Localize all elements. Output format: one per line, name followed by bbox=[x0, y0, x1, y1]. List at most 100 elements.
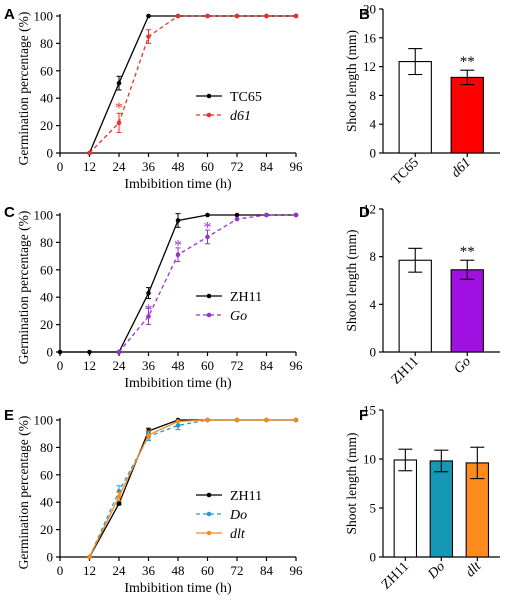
x-tick-label: 48 bbox=[172, 358, 185, 373]
panel-B: 0 4 8 12 16 20 Shoot length (mm) TC65 d61 ** B bbox=[344, 2, 500, 188]
x-tick-label: ZH11 bbox=[389, 354, 422, 387]
data-point bbox=[264, 212, 269, 218]
x-tick-label: 24 bbox=[113, 358, 127, 373]
y-tick-label: 0 bbox=[47, 345, 54, 360]
bar bbox=[398, 259, 432, 353]
data-point bbox=[87, 150, 92, 156]
y-axis-label: Germination percentage (%) bbox=[16, 211, 31, 365]
y-axis-label: Shoot length (mm) bbox=[344, 30, 359, 132]
data-point bbox=[146, 290, 151, 296]
x-tick-label: 96 bbox=[290, 563, 304, 578]
data-point bbox=[293, 417, 299, 423]
x-tick-label: 72 bbox=[231, 358, 244, 373]
data-point bbox=[87, 554, 92, 560]
data-point bbox=[234, 417, 240, 423]
legend-marker bbox=[206, 511, 212, 517]
x-tick-label: 84 bbox=[260, 159, 274, 174]
y-tick-label: 0 bbox=[370, 146, 377, 161]
data-point bbox=[175, 423, 181, 428]
panel-label: C bbox=[4, 204, 15, 221]
x-tick-label: 0 bbox=[57, 563, 64, 578]
data-point bbox=[293, 212, 299, 218]
x-tick-label: d61 bbox=[449, 155, 474, 180]
series-dlt: dlt bbox=[87, 417, 299, 560]
y-axis-label: Germination percentage (%) bbox=[16, 12, 31, 166]
significance-star: * bbox=[174, 237, 182, 254]
y-tick-label: 16 bbox=[363, 30, 377, 45]
x-tick-label: 96 bbox=[290, 159, 304, 174]
panel-label: E bbox=[4, 407, 14, 424]
x-tick-label: 72 bbox=[231, 563, 244, 578]
series-TC65: TC65 bbox=[87, 13, 299, 156]
significance-star: * bbox=[204, 220, 212, 237]
y-tick-label: 40 bbox=[40, 91, 53, 106]
legend-label: Do bbox=[229, 508, 247, 523]
y-tick-label: 40 bbox=[40, 290, 53, 305]
x-tick-label: 12 bbox=[83, 358, 96, 373]
legend-label: d61 bbox=[230, 109, 251, 124]
y-tick-label: 20 bbox=[40, 118, 53, 133]
significance-star: * bbox=[115, 100, 123, 117]
y-tick-label: 10 bbox=[363, 452, 376, 467]
x-tick-label: 24 bbox=[113, 563, 127, 578]
legend-label: TC65 bbox=[230, 90, 262, 105]
legend-marker bbox=[206, 93, 212, 99]
y-tick-label: 20 bbox=[40, 522, 53, 537]
y-tick-label: 100 bbox=[34, 413, 54, 428]
series-line bbox=[60, 214, 296, 353]
x-axis-label: Imbibition time (h) bbox=[124, 581, 232, 596]
y-tick-label: 20 bbox=[363, 2, 376, 17]
data-point bbox=[116, 349, 122, 355]
panel-F: 0 5 10 15 Shoot length (mm) ZH11 Do dlt F bbox=[344, 403, 500, 593]
data-point bbox=[205, 212, 210, 218]
legend-marker bbox=[206, 112, 212, 118]
y-tick-label: 40 bbox=[40, 495, 53, 510]
y-tick-label: 60 bbox=[40, 262, 53, 277]
data-point bbox=[205, 234, 210, 240]
x-tick-label: TC65 bbox=[389, 155, 422, 188]
data-point bbox=[146, 13, 151, 19]
x-tick-label: ZH11 bbox=[379, 559, 412, 592]
x-tick-label: 0 bbox=[57, 358, 64, 373]
series-line bbox=[88, 419, 296, 558]
data-point bbox=[234, 212, 240, 218]
x-axis-label: Imbibition time (h) bbox=[124, 177, 232, 192]
panel-label: B bbox=[359, 6, 370, 23]
series-ZH11: ZH11 bbox=[57, 212, 299, 355]
series-d61: d61 bbox=[87, 13, 299, 156]
y-tick-label: 4 bbox=[370, 117, 377, 132]
series-Go: Go bbox=[116, 212, 299, 355]
data-point bbox=[293, 13, 299, 19]
y-tick-label: 12 bbox=[363, 59, 376, 74]
y-tick-label: 60 bbox=[40, 63, 53, 78]
series-line bbox=[88, 419, 296, 558]
x-tick-label: 48 bbox=[172, 563, 185, 578]
x-tick-label: 72 bbox=[231, 159, 244, 174]
panel-E: 0 20 40 60 80 100 0 12 24 36 48 60 72 84 96 Imbibition … bbox=[4, 407, 303, 596]
y-tick-label: 15 bbox=[363, 403, 376, 418]
bar bbox=[393, 459, 418, 558]
data-point bbox=[175, 218, 181, 223]
y-tick-label: 80 bbox=[40, 440, 53, 455]
y-axis-label: Shoot length (mm) bbox=[344, 433, 359, 535]
data-point bbox=[57, 349, 63, 355]
x-tick-label: 24 bbox=[113, 159, 127, 174]
data-point bbox=[205, 13, 210, 19]
data-point bbox=[234, 216, 240, 222]
y-tick-label: 0 bbox=[47, 550, 54, 565]
bar bbox=[429, 460, 454, 558]
panel-label: A bbox=[4, 6, 15, 23]
data-point bbox=[116, 80, 122, 86]
panel-label: D bbox=[359, 204, 370, 221]
y-tick-label: 4 bbox=[370, 297, 377, 312]
legend-marker bbox=[206, 530, 212, 536]
x-tick-label: 60 bbox=[201, 159, 214, 174]
data-point bbox=[234, 13, 240, 19]
x-tick-label: 60 bbox=[201, 358, 214, 373]
panel-C: 0 20 40 60 80 100 0 12 24 36 48 60 72 84 96 Imbibition … bbox=[4, 204, 303, 391]
legend-label: dlt bbox=[230, 527, 246, 542]
x-tick-label: 36 bbox=[142, 159, 156, 174]
data-point bbox=[116, 120, 122, 126]
series-Do: Do bbox=[87, 417, 299, 560]
